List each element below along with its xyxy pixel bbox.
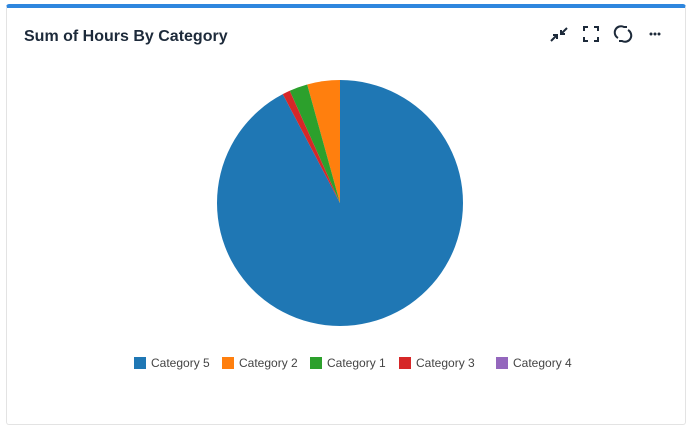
legend-label: Category 4 [513, 356, 572, 370]
pie-slice [282, 90, 340, 203]
legend-swatch [496, 357, 508, 369]
toolbar [550, 25, 661, 43]
legend-swatch [222, 357, 234, 369]
collapse-icon[interactable] [550, 27, 568, 42]
fullscreen-icon[interactable] [583, 26, 599, 42]
legend-label: Category 3 [416, 356, 475, 370]
legend-label: Category 1 [327, 356, 386, 370]
pie-slice [307, 80, 340, 203]
pie-slice [216, 80, 463, 326]
legend-swatch [399, 357, 411, 369]
legend-swatch [310, 357, 322, 369]
legend-label: Category 5 [151, 356, 210, 370]
refresh-icon[interactable] [613, 25, 633, 43]
legend-label: Category 2 [239, 356, 298, 370]
chart-title: Sum of Hours By Category [24, 28, 228, 45]
pie-slice [289, 84, 340, 203]
more-icon[interactable] [649, 32, 661, 36]
legend-swatch [134, 357, 146, 369]
